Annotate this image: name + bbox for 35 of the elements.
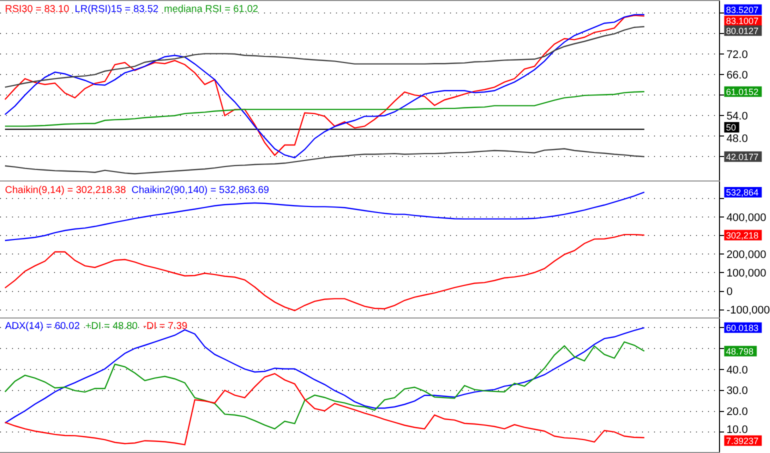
- text: ADX(14) = 60.02: [5, 321, 80, 332]
- y-tick-label: 48.0: [726, 132, 748, 145]
- text: RSI30 = 83.10: [5, 4, 70, 15]
- y-tick-label: 60.0183: [726, 322, 759, 333]
- y-tick-label: 200,000: [726, 248, 766, 261]
- y-tick-label: 10.0: [726, 424, 748, 436]
- y-tick-label: 40.0: [726, 364, 748, 376]
- y-tick-label: 100,000: [726, 268, 766, 280]
- y-tick-label: 48.798: [726, 346, 754, 356]
- text: LR(RSI)15 = 83.52: [74, 4, 159, 15]
- y-tick-label: 83.5207: [726, 4, 759, 15]
- y-tick-label: 7.39237: [726, 436, 759, 446]
- line-series: [4, 341, 645, 430]
- y-tick-label: 302,218: [726, 230, 759, 240]
- y-tick-label: 83.1007: [726, 16, 759, 26]
- text: -DI = 7.39: [143, 321, 188, 332]
- y-tick-label: 0: [726, 286, 733, 298]
- text: +DI = 48.80: [85, 321, 138, 332]
- text: mediana RSI = 61.02: [164, 4, 259, 15]
- y-tick-label: -100,000: [726, 304, 770, 317]
- y-tick-label: 54.0: [726, 110, 748, 122]
- y-tick-label: 66.0: [726, 69, 748, 82]
- line-series: [4, 373, 645, 446]
- y-tick-label: 532,864: [726, 187, 759, 198]
- y-tick-label: 42.0177: [726, 152, 759, 162]
- line-series: [4, 234, 645, 312]
- y-tick-label: 61.0152: [726, 86, 759, 97]
- y-tick-label: 20.0: [726, 406, 748, 418]
- series-label: Chaikin2(90,140) = 532,863.69: [131, 185, 270, 196]
- y-tick-label: 400,000: [726, 212, 766, 224]
- y-tick-label: 50: [726, 122, 736, 132]
- y-tick-label: 30.0: [726, 385, 748, 398]
- text: Chaikin(9,14) = 302,218.38: [5, 185, 126, 196]
- y-tick-label: 80.0127: [726, 26, 759, 36]
- y-tick-label: 72.0: [726, 48, 748, 61]
